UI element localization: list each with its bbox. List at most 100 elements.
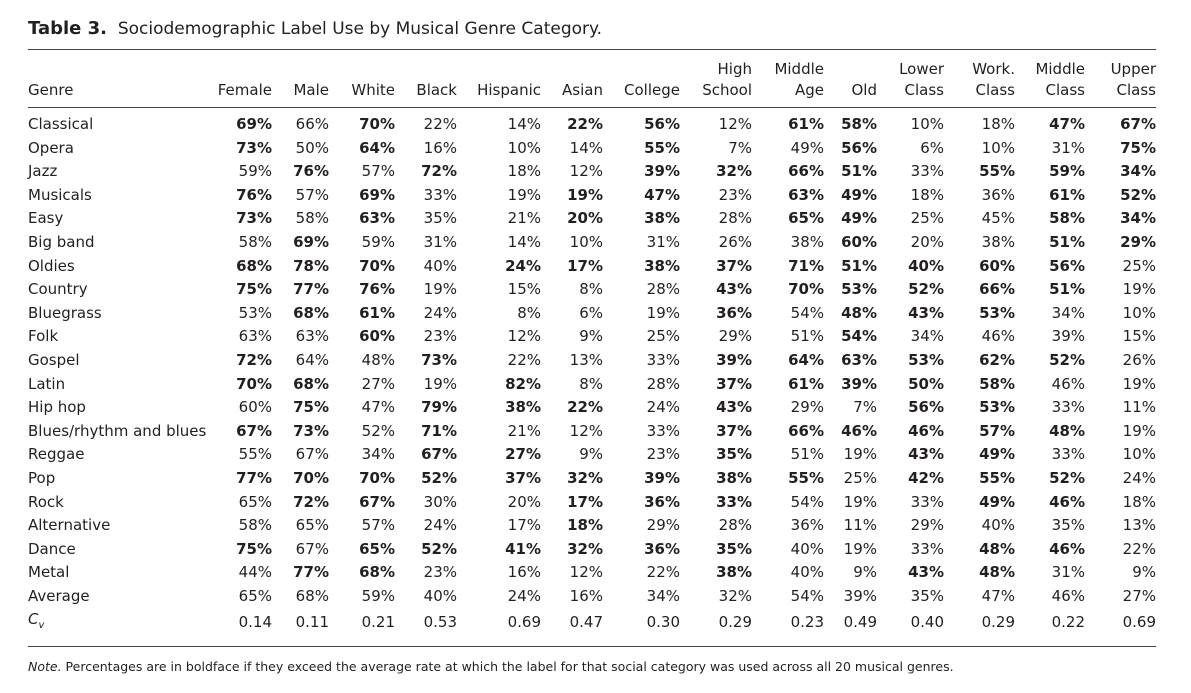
value-cell: 55%: [979, 468, 1015, 487]
value-cell: 27%: [1122, 586, 1156, 605]
value-cell: 22%: [646, 563, 680, 582]
column-header-line2: White: [351, 81, 395, 99]
value-cell: 20%: [507, 492, 541, 511]
value-cell: 72%: [421, 162, 457, 181]
value-cell: 61%: [788, 374, 824, 393]
value-cell: 39%: [644, 162, 680, 181]
table-row: Musicals 76% 57% 69% 33% 19% 19% 47% 23% 63% 49% 18…: [28, 184, 1156, 208]
column-header-line2: Hispanic: [477, 81, 541, 99]
value-cell: 56%: [908, 398, 944, 417]
value-cell: 57%: [361, 516, 395, 535]
table-row: Blues/rhythm and blues 67% 73% 52% 71% 21% 12%…: [28, 420, 1156, 444]
value-cell: 40%: [981, 516, 1015, 535]
value-cell: 36%: [716, 303, 752, 322]
table-header: Genre Female Male White Black Hispanic A…: [28, 50, 1156, 108]
value-cell: 54%: [790, 586, 824, 605]
value-cell: 67%: [295, 539, 329, 558]
value-cell: 43%: [908, 303, 944, 322]
value-cell: 63%: [788, 185, 824, 204]
value-cell: 39%: [843, 586, 877, 605]
value-cell: 49%: [979, 445, 1015, 464]
value-cell: 68%: [293, 303, 329, 322]
value-cell: 47%: [644, 185, 680, 204]
value-cell: 53%: [841, 280, 877, 299]
value-cell: 35%: [716, 539, 752, 558]
column-header-line2: Class: [1045, 81, 1085, 99]
value-cell: 65%: [359, 539, 395, 558]
table-figure: Table 3. Sociodemographic Label Use by M…: [28, 14, 1156, 674]
column-header-line1: Middle: [774, 60, 824, 78]
value-cell: 70%: [359, 256, 395, 275]
value-cell: 21%: [507, 209, 541, 228]
value-cell: 19%: [1122, 374, 1156, 393]
value-cell: 32%: [716, 162, 752, 181]
value-cell: 9%: [1132, 563, 1156, 582]
value-cell: 11%: [843, 516, 877, 535]
value-cell: 31%: [1051, 138, 1085, 157]
value-cell: 75%: [236, 280, 272, 299]
column-header: Middle Class: [1015, 50, 1085, 108]
value-cell: 53%: [979, 303, 1015, 322]
value-cell: 51%: [790, 445, 824, 464]
value-cell: 29%: [1120, 232, 1156, 251]
table-row: Folk 63% 63% 60% 23% 12% 9% 25% 29% 51% 54% 34% 46% 3…: [28, 325, 1156, 349]
value-cell: 16%: [423, 138, 457, 157]
value-cell: 24%: [505, 256, 541, 275]
value-cell: 33%: [910, 492, 944, 511]
value-cell: 12%: [718, 115, 752, 133]
value-cell: 63%: [359, 209, 395, 228]
value-cell: 70%: [293, 468, 329, 487]
value-cell: 19%: [507, 185, 541, 204]
value-cell: 43%: [908, 563, 944, 582]
column-header: Male: [272, 50, 329, 108]
value-cell: 22%: [567, 115, 603, 133]
value-cell: 64%: [788, 350, 824, 369]
column-header: Upper Class: [1085, 50, 1156, 108]
genre-cell: Bluegrass: [28, 303, 102, 322]
value-cell: 37%: [716, 374, 752, 393]
value-cell: 60%: [359, 327, 395, 346]
value-cell: 19%: [646, 303, 680, 322]
value-cell: 14%: [507, 115, 541, 133]
value-cell: 10%: [981, 138, 1015, 157]
value-cell: 46%: [841, 421, 877, 440]
value-cell: 19%: [1122, 421, 1156, 440]
column-header: Genre: [28, 50, 206, 108]
value-cell: 72%: [293, 492, 329, 511]
value-cell: 67%: [1120, 115, 1156, 133]
value-cell: 47%: [1049, 115, 1085, 133]
value-cell: 38%: [644, 209, 680, 228]
value-cell: 18%: [567, 516, 603, 535]
table-row: Pop 77% 70% 70% 52% 37% 32% 39% 38% 55% 25% 42% 55% 5…: [28, 467, 1156, 491]
value-cell: 52%: [1049, 468, 1085, 487]
column-header-line2: Genre: [28, 81, 74, 99]
genre-cell: Opera: [28, 138, 74, 157]
genre-cell: Big band: [28, 232, 95, 251]
value-cell: 38%: [505, 398, 541, 417]
value-cell: 28%: [646, 280, 680, 299]
value-cell: 38%: [981, 232, 1015, 251]
value-cell: 67%: [421, 445, 457, 464]
cv-value-cell: 0.53: [423, 613, 457, 632]
column-header: High School: [680, 50, 752, 108]
column-header: Hispanic: [457, 50, 541, 108]
column-header: College: [603, 50, 680, 108]
value-cell: 53%: [979, 398, 1015, 417]
value-cell: 7%: [728, 138, 752, 157]
cv-value-cell: 0.29: [981, 613, 1015, 632]
value-cell: 37%: [716, 421, 752, 440]
column-header: Black: [395, 50, 457, 108]
value-cell: 48%: [979, 563, 1015, 582]
value-cell: 62%: [979, 350, 1015, 369]
value-cell: 46%: [1051, 374, 1085, 393]
value-cell: 75%: [293, 398, 329, 417]
value-cell: 22%: [1122, 539, 1156, 558]
value-cell: 31%: [423, 232, 457, 251]
value-cell: 53%: [908, 350, 944, 369]
value-cell: 25%: [843, 468, 877, 487]
table-row: Jazz 59% 76% 57% 72% 18% 12% 39% 32% 66% 51% 33% 55%…: [28, 160, 1156, 184]
value-cell: 75%: [236, 539, 272, 558]
value-cell: 73%: [293, 421, 329, 440]
value-cell: 29%: [910, 516, 944, 535]
genre-cell: Latin: [28, 374, 66, 393]
